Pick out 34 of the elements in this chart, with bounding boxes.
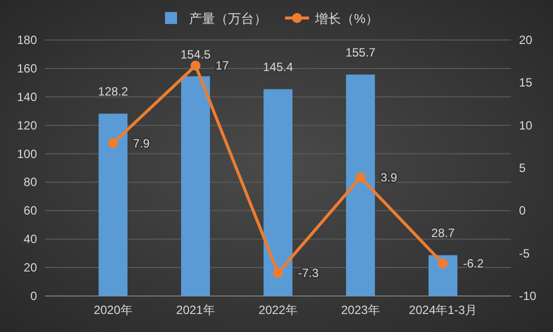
y-tick-label: 80 xyxy=(24,175,38,190)
y-tick-label: 60 xyxy=(24,204,38,218)
y2-tick-label: 20 xyxy=(519,33,533,47)
data-label: 155.7 xyxy=(345,46,376,60)
data-label: -7.3 xyxy=(298,266,320,280)
y-tick-label: 180 xyxy=(16,33,38,47)
y-tick-label: 20 xyxy=(24,260,38,275)
y2-tick-label: -5 xyxy=(519,246,530,260)
legend-label: 产量（万台） xyxy=(189,11,267,26)
data-label: 128.2 xyxy=(98,84,128,99)
data-label: 28.7 xyxy=(431,226,455,240)
data-label: 3.9 xyxy=(380,170,398,184)
data-label: 17 xyxy=(216,58,230,73)
x-tick-label: 2022年 xyxy=(258,303,298,317)
data-label: 154.5 xyxy=(180,47,211,62)
x-tick-label: 2024年1-3月 xyxy=(408,303,477,317)
y2-tick-label: 0 xyxy=(519,204,526,218)
y2-tick-label: -10 xyxy=(519,289,537,303)
y-tick-label: 120 xyxy=(16,118,38,132)
y-tick-label: 100 xyxy=(16,146,38,161)
y-tick-label: 140 xyxy=(16,90,38,104)
y-tick-label: 0 xyxy=(30,289,38,303)
y2-tick-label: 5 xyxy=(519,161,526,175)
x-tick-label: 2023年 xyxy=(341,303,380,317)
legend-label: 增长（%） xyxy=(314,11,379,26)
y2-tick-label: 10 xyxy=(519,118,533,132)
data-label: 7.9 xyxy=(133,136,150,150)
x-tick-label: 2020年 xyxy=(94,303,132,317)
data-label: -6.2 xyxy=(462,256,484,271)
y2-tick-label: 15 xyxy=(519,76,533,90)
data-label: 145.4 xyxy=(262,60,294,74)
y-tick-label: 40 xyxy=(24,232,38,246)
y-tick-label: 160 xyxy=(16,61,38,76)
x-tick-label: 2021年 xyxy=(176,303,215,317)
